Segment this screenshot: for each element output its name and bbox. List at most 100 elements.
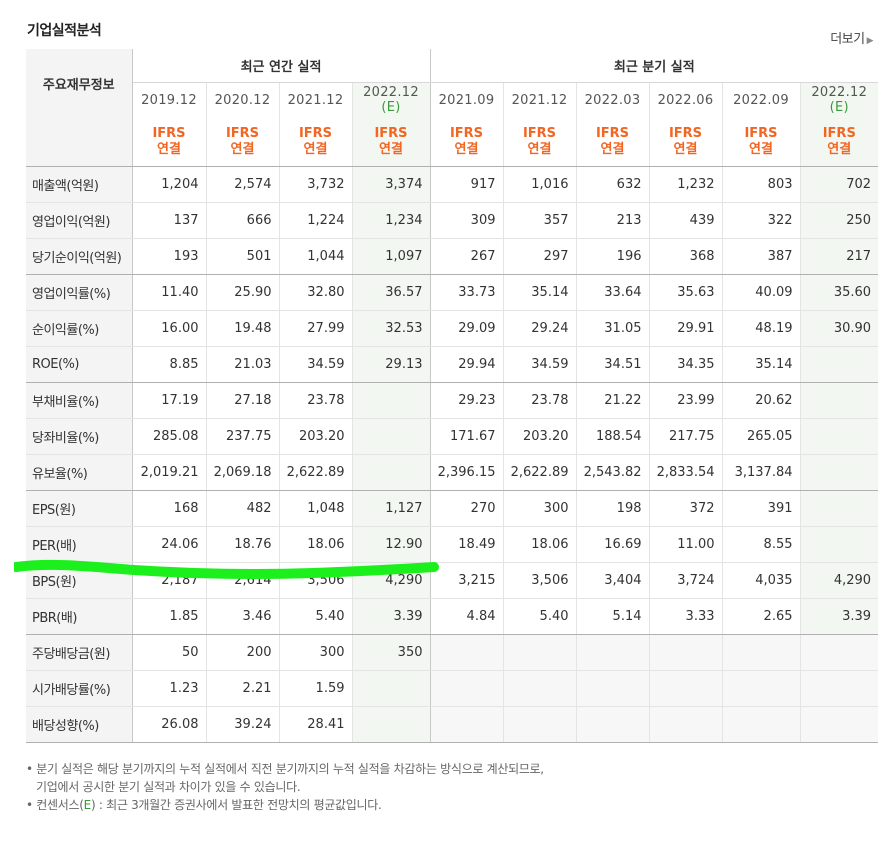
value-cell: 322 (721, 202, 800, 239)
value-cell: 803 (721, 166, 800, 203)
value-cell: 4,035 (721, 562, 800, 599)
financial-summary-table: 주요재무정보 최근 연간 실적 최근 분기 실적 2019.12 2020.12 2… (26, 49, 879, 743)
more-link[interactable]: 더보기 ▶ (830, 28, 873, 47)
value-cell: 1,044 (278, 238, 352, 275)
value-cell: 217 (799, 238, 879, 275)
value-cell: 12.90 (351, 526, 431, 563)
table-row: 영업이익률(%) 11.40 25.90 32.80 36.57 33.73 35.14 33… (26, 274, 879, 311)
value-cell (351, 454, 431, 491)
basis-consolidated: 연결 (749, 141, 773, 157)
value-cell (799, 382, 879, 419)
basis-ifrs: IFRS (595, 125, 630, 141)
value-cell: 3,732 (278, 166, 352, 203)
period-header: 2019.12 (132, 83, 206, 118)
basis-header: IFRS 연결 (430, 117, 503, 167)
value-cell: 368 (648, 238, 722, 275)
value-cell: 203.20 (502, 418, 576, 455)
value-cell: 3,374 (351, 166, 431, 203)
value-cell: 25.90 (205, 274, 279, 311)
value-cell: 35.14 (721, 346, 800, 383)
value-cell: 482 (205, 490, 279, 527)
table-row: 부채비율(%) 17.19 27.18 23.78 29.23 23.78 21.22 23.… (26, 382, 879, 419)
value-cell: 24.06 (132, 526, 206, 563)
value-cell: 3.39 (799, 598, 879, 635)
value-cell: 40.09 (721, 274, 800, 311)
value-cell: 168 (132, 490, 206, 527)
value-cell (351, 706, 431, 743)
value-cell: 30.90 (799, 310, 879, 347)
row-label: 당좌비율(%) (26, 418, 133, 455)
table-row: 주당배당금(원) 50 200 300 350 (26, 634, 879, 671)
value-cell: 3.39 (351, 598, 431, 635)
basis-header: IFRS 연결 (502, 117, 576, 167)
row-label: 시가배당률(%) (26, 670, 133, 707)
basis-header: IFRS 연결 (648, 117, 722, 167)
value-cell: 391 (721, 490, 800, 527)
basis-header: IFRS 연결 (278, 117, 352, 167)
footnote-1: • 분기 실적은 해당 분기까지의 누적 실적에서 직전 분기까지의 누적 실적… (26, 762, 544, 776)
table-row: 유보율(%) 2,019.21 2,069.18 2,622.89 2,396.15 2,… (26, 454, 879, 491)
basis-consolidated: 연결 (673, 141, 698, 157)
value-cell: 2,019.21 (132, 454, 206, 491)
value-cell (799, 526, 879, 563)
value-cell: 387 (721, 238, 800, 275)
value-cell (721, 670, 800, 707)
value-cell: 16.00 (132, 310, 206, 347)
basis-header: IFRS 연결 (721, 117, 800, 167)
footnote-2-text-b: ) : 최근 3개월간 증권사에서 발표한 전망치의 평균값입니다. (90, 798, 382, 812)
value-cell: 16.69 (575, 526, 649, 563)
value-cell: 2,574 (205, 166, 279, 203)
value-cell: 36.57 (351, 274, 431, 311)
value-cell (799, 634, 879, 671)
value-cell: 29.23 (430, 382, 503, 419)
period-header: 2021.12 (502, 82, 576, 117)
basis-ifrs: IFRS (822, 125, 856, 141)
basis-ifrs: IFRS (152, 125, 186, 141)
basis-ifrs: IFRS (298, 125, 333, 141)
annual-header: 최근 연간 실적 (132, 49, 431, 83)
value-cell: 5.14 (575, 598, 649, 635)
value-cell: 18.49 (430, 526, 503, 563)
value-cell: 31.05 (575, 310, 649, 347)
value-cell: 48.19 (721, 310, 800, 347)
value-cell (575, 634, 649, 671)
value-cell: 2,833.54 (648, 454, 722, 491)
value-cell: 1,127 (351, 490, 431, 527)
period-header: 2022.06 (648, 82, 722, 117)
row-label: 영업이익률(%) (26, 274, 133, 311)
value-cell: 34.59 (278, 346, 352, 383)
row-label: PER(배) (26, 526, 133, 563)
value-cell (648, 706, 722, 743)
table-row: 당좌비율(%) 285.08 237.75 203.20 171.67 203.20 188… (26, 418, 879, 455)
period-label: 2022.12 (811, 85, 868, 100)
value-cell: 18.06 (278, 526, 352, 563)
value-cell: 3,506 (502, 562, 576, 599)
value-cell: 1.23 (132, 670, 206, 707)
value-cell: 11.00 (648, 526, 722, 563)
row-label: EPS(원) (26, 490, 133, 527)
basis-consolidated: 연결 (379, 141, 403, 157)
table-row: PER(배) 24.06 18.76 18.06 12.90 18.49 18.06 16.6… (26, 526, 879, 563)
value-cell: 35.63 (648, 274, 722, 311)
value-cell: 372 (648, 490, 722, 527)
value-cell: 34.35 (648, 346, 722, 383)
value-cell: 28.41 (278, 706, 352, 743)
value-cell (799, 670, 879, 707)
value-cell: 2.65 (721, 598, 800, 635)
value-cell: 1,048 (278, 490, 352, 527)
value-cell: 32.53 (351, 310, 431, 347)
value-cell: 1,232 (648, 166, 722, 203)
value-cell: 285.08 (132, 418, 206, 455)
more-label: 더보기 (830, 32, 865, 47)
row-label-header: 주요재무정보 (26, 49, 133, 117)
footnote-1-cont: 기업에서 공시한 분기 실적과 차이가 있을 수 있습니다. (36, 780, 301, 794)
row-label: 주당배당금(원) (26, 634, 133, 671)
value-cell (799, 346, 879, 383)
table-row: ROE(%) 8.85 21.03 34.59 29.13 29.94 34.59 34.51… (26, 346, 879, 383)
table-row: 순이익률(%) 16.00 19.48 27.99 32.53 29.09 29.24 31.… (26, 310, 879, 347)
value-cell: 18.76 (205, 526, 279, 563)
value-cell (502, 670, 576, 707)
basis-header: IFRS 연결 (799, 117, 879, 167)
period-label: 2020.12 (214, 92, 271, 108)
row-label: 매출액(억원) (26, 166, 133, 203)
